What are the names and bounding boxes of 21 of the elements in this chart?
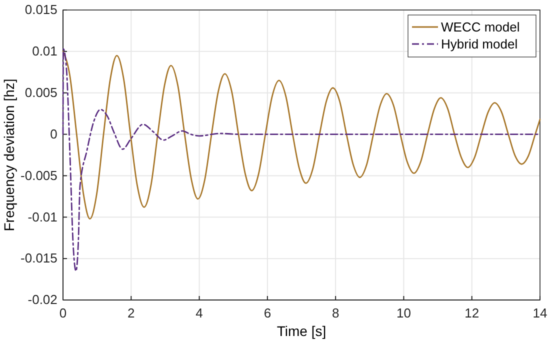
y-tick-label: 0.01 [32, 44, 58, 59]
y-tick-label: 0 [50, 126, 58, 142]
x-tick-label: 14 [532, 305, 548, 320]
y-tick-label: -0.005 [20, 168, 58, 183]
legend-label: Hybrid model [441, 36, 518, 52]
x-axis-title: Time [s] [276, 323, 326, 339]
x-tick-label: 0 [59, 305, 67, 320]
y-tick-label: -0.01 [28, 209, 58, 224]
y-tick-label: 0.005 [24, 85, 58, 100]
y-tick-label: 0.015 [24, 2, 58, 18]
y-axis-title: Frequency deviation [hz] [1, 78, 17, 232]
legend-label: WECC model [441, 20, 520, 34]
x-tick-label: 6 [264, 305, 272, 320]
x-tick-label: 12 [464, 305, 480, 320]
x-tick-label: 4 [196, 305, 203, 320]
x-tick-label: 8 [332, 305, 340, 320]
x-tick-label: 2 [128, 305, 135, 320]
line-series [62, 50, 541, 220]
y-tick-label: -0.015 [20, 250, 58, 266]
x-tick-label: 10 [396, 305, 411, 320]
y-tick-label: -0.02 [28, 292, 58, 308]
